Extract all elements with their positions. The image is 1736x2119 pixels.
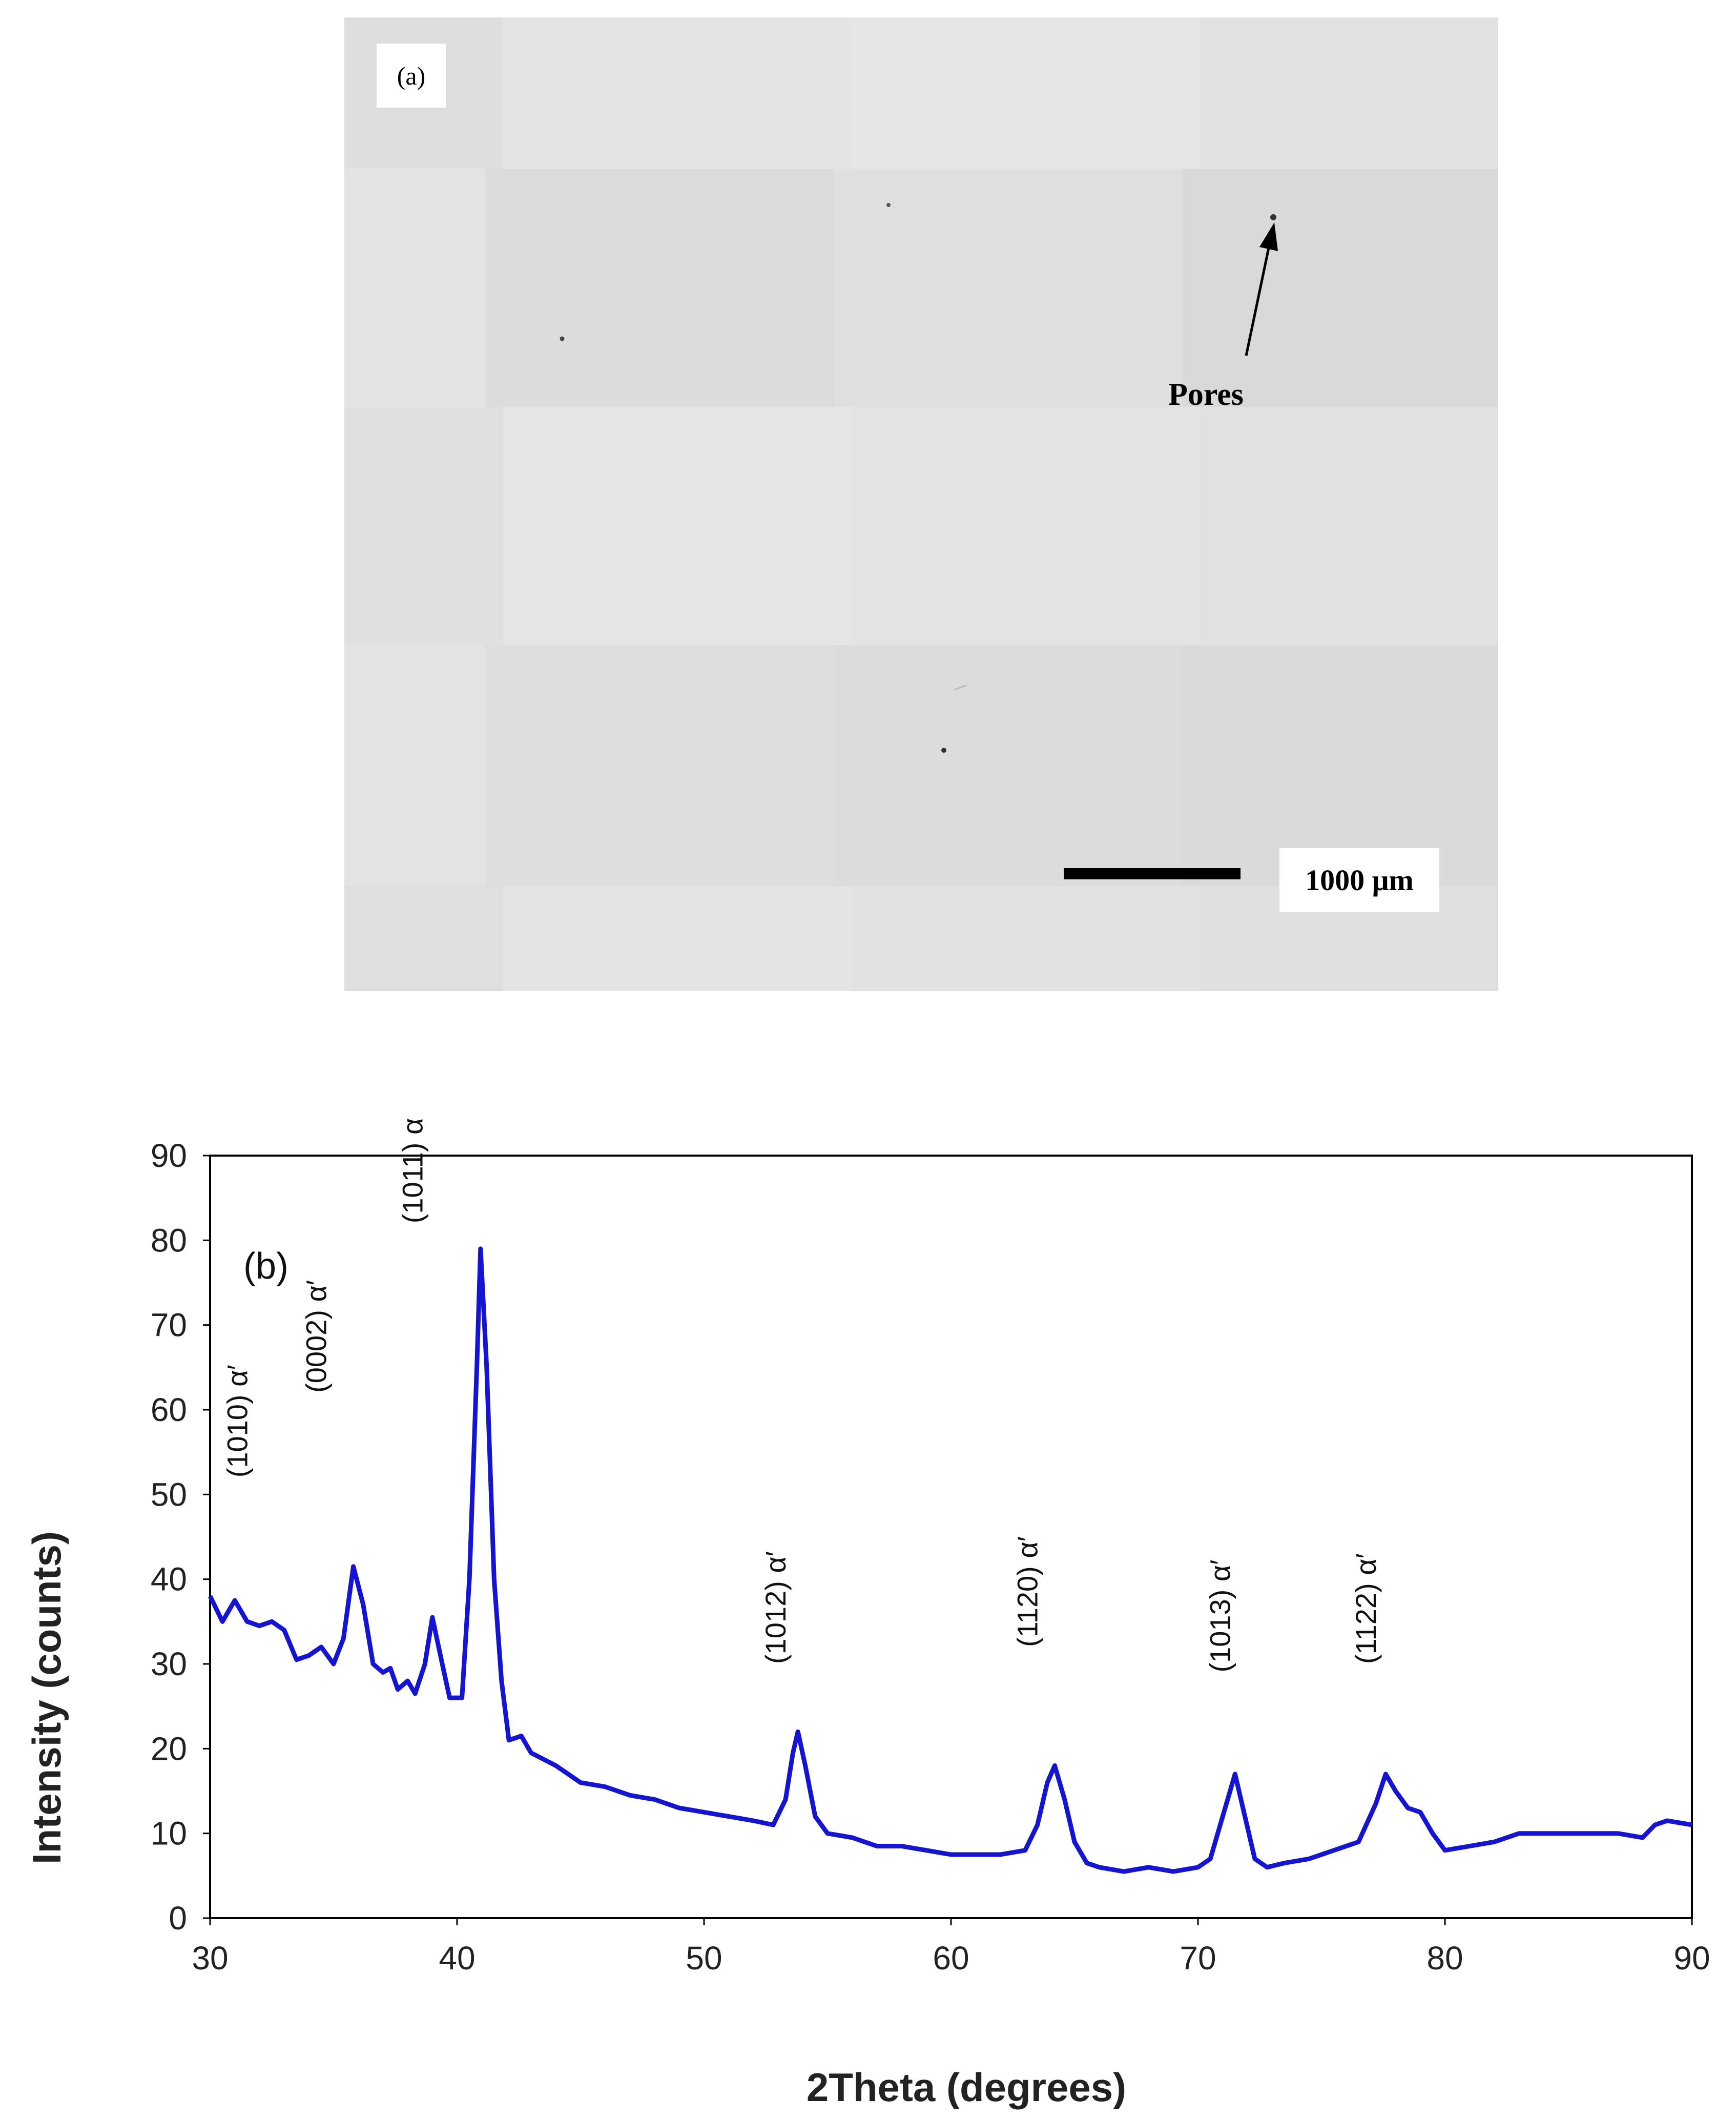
y-tick-label: 0: [169, 1900, 187, 1937]
peak-label: (1120) α′: [1011, 1536, 1044, 1647]
x-tick-label: 30: [192, 1940, 228, 1977]
scale-bar: [1064, 868, 1241, 879]
pore: [560, 336, 565, 341]
y-tick-label: 30: [151, 1645, 187, 1682]
x-tick-label: 40: [439, 1940, 475, 1977]
peak-label: (1013) α′: [1204, 1559, 1236, 1672]
xrd-chart: 30 40 50 60 70 80 90 0 10 20 30 40 50 60 70 80 90 (1010) …: [24, 1117, 1710, 2110]
y-tick-label: 90: [151, 1137, 187, 1174]
y-tick-label: 40: [151, 1561, 187, 1598]
x-axis-title: 2Theta (degrees): [807, 2065, 1126, 2110]
y-tick-label: 80: [151, 1222, 187, 1259]
x-tick-label: 70: [1180, 1940, 1216, 1977]
plot-frame: [209, 1155, 1693, 1919]
y-tick-label: 70: [151, 1307, 187, 1344]
panel-label-a: (a): [377, 44, 446, 108]
peak-label: (1012) α′: [759, 1551, 792, 1664]
y-tick-label: 10: [151, 1815, 187, 1852]
scale-bar-label: 1000 μm: [1279, 848, 1439, 912]
pore: [941, 748, 946, 753]
micrograph-image: [344, 17, 1498, 991]
x-tick-label: 80: [1427, 1940, 1463, 1977]
y-tick-label: 50: [151, 1476, 187, 1513]
peak-label: (1011) α′: [397, 1117, 429, 1223]
pore: [1270, 214, 1276, 220]
y-axis-title: Intensity (counts): [24, 1531, 69, 1864]
pores-annotation: Pores: [1168, 377, 1244, 412]
y-tick-label: 20: [151, 1730, 187, 1767]
x-tick-label: 90: [1673, 1940, 1710, 1977]
pore: [886, 203, 891, 207]
x-tick-label: 50: [686, 1940, 722, 1977]
peak-label: (1122) α′: [1350, 1553, 1382, 1664]
x-tick-label: 60: [933, 1940, 969, 1977]
pores-arrow: [1245, 222, 1278, 356]
peak-label: (1010) α′: [221, 1365, 253, 1477]
y-tick-label: 60: [151, 1391, 187, 1428]
panel-label-b: (b): [243, 1246, 288, 1287]
xrd-pattern-line: [208, 1246, 1692, 1874]
peak-label: (0002) α′: [300, 1280, 333, 1393]
micrograph-tiles: [344, 17, 1498, 991]
